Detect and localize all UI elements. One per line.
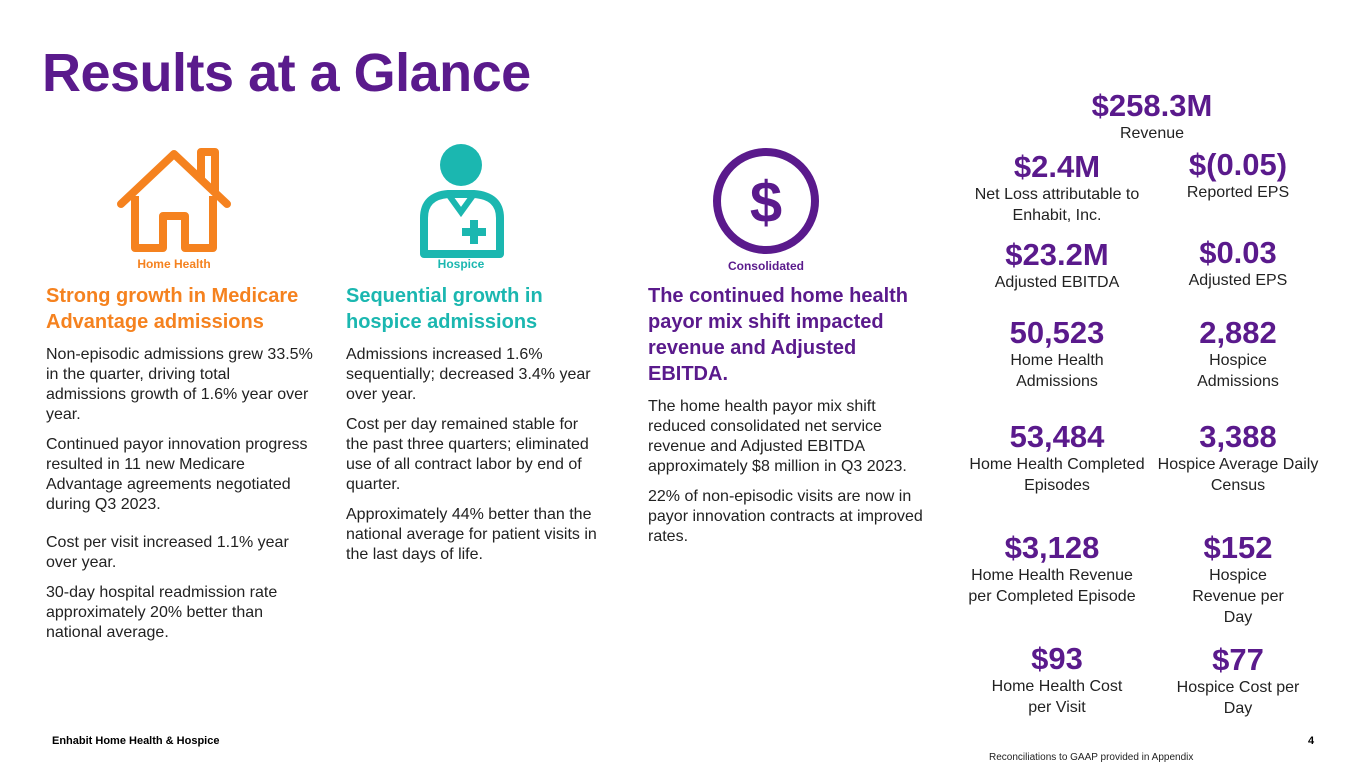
hospice-column: Sequential growth in hospice admissions … — [346, 283, 598, 575]
metric-value: $0.03 — [1199, 235, 1277, 270]
hospice-paragraph: Cost per day remained stable for the pas… — [346, 416, 589, 493]
consolidated-icon-label: Consolidated — [727, 259, 804, 273]
footer-note: Reconciliations to GAAP provided in Appe… — [989, 752, 1194, 763]
metric-label: Hospice Revenue per Day — [1192, 567, 1284, 626]
metric-reported-eps: $(0.05) Reported EPS — [1143, 148, 1333, 203]
consolidated-heading: The continued home health payor mix shif… — [648, 285, 909, 385]
metric-value: $2.4M — [1013, 149, 1101, 184]
home-health-column: Strong growth in Medicare Advantage admi… — [46, 283, 314, 653]
metric-label: Reported EPS — [1186, 184, 1290, 201]
metric-label: Adjusted EBITDA — [994, 274, 1120, 291]
page-number: 4 — [1308, 735, 1315, 747]
consolidated-paragraph: 22% of non-episodic visits are now in pa… — [648, 488, 923, 545]
dollar-icon: $ — [711, 146, 821, 256]
metric-value: $152 — [1203, 530, 1273, 565]
metric-hospice-admissions: 2,882 Hospice Admissions — [1168, 316, 1308, 392]
metric-label: Home Health Revenue per Completed Episod… — [968, 567, 1136, 605]
nurse-icon — [414, 142, 510, 258]
metric-net-loss: $2.4M Net Loss attributable to Enhabit, … — [962, 150, 1152, 226]
metric-value: 3,388 — [1199, 419, 1277, 454]
house-icon — [115, 148, 233, 254]
metric-value: 2,882 — [1199, 315, 1277, 350]
home-health-icon-label: Home Health — [137, 257, 211, 271]
hospice-icon-label: Hospice — [437, 257, 485, 271]
metric-label: Home Health Completed Episodes — [969, 456, 1145, 494]
metric-home-health-cost: $93 Home Health Cost per Visit — [982, 642, 1132, 718]
consolidated-paragraph: The home health payor mix shift reduced … — [648, 398, 907, 475]
metric-adjusted-ebitda: $23.2M Adjusted EBITDA — [962, 238, 1152, 293]
page-title: Results at a Glance — [42, 43, 531, 103]
home-health-paragraph: Cost per visit increased 1.1% year over … — [46, 534, 289, 571]
metric-value: $93 — [1031, 641, 1083, 676]
metric-value: $3,128 — [1004, 530, 1100, 565]
metric-hospice-adc: 3,388 Hospice Average Daily Census — [1143, 420, 1333, 496]
metric-value: 50,523 — [1009, 315, 1105, 350]
metric-label: Home Health Cost per Visit — [991, 678, 1123, 716]
metric-value: $(0.05) — [1188, 147, 1288, 182]
svg-text:$: $ — [750, 170, 782, 235]
home-health-heading: Strong growth in Medicare Advantage admi… — [46, 285, 299, 333]
home-health-paragraph: 30-day hospital readmission rate approxi… — [46, 584, 278, 641]
metric-home-health-revenue: $3,128 Home Health Revenue per Completed… — [967, 531, 1137, 607]
metric-label: Adjusted EPS — [1188, 272, 1288, 289]
metric-revenue: $258.3M Revenue — [1057, 89, 1247, 144]
metric-label: Revenue — [1119, 125, 1185, 142]
hospice-paragraph: Approximately 44% better than the nation… — [346, 506, 597, 563]
hospice-heading: Sequential growth in hospice admissions — [346, 285, 543, 333]
metric-value: $258.3M — [1091, 88, 1213, 123]
metric-label: Home Health Admissions — [1010, 352, 1104, 390]
metric-label: Hospice Average Daily Census — [1157, 456, 1319, 494]
home-health-paragraph: Continued payor innovation progress resu… — [46, 436, 308, 513]
home-health-paragraph: Non-episodic admissions grew 33.5% in th… — [46, 346, 313, 423]
metric-label: Hospice Admissions — [1197, 352, 1279, 390]
metric-adjusted-eps: $0.03 Adjusted EPS — [1143, 236, 1333, 291]
metric-label: Hospice Cost per Day — [1176, 679, 1300, 717]
metric-home-health-episodes: 53,484 Home Health Completed Episodes — [962, 420, 1152, 496]
metric-value: $77 — [1212, 642, 1264, 677]
metric-value: $23.2M — [1005, 237, 1109, 272]
metric-hospice-cost: $77 Hospice Cost per Day — [1168, 643, 1308, 719]
footer-company: Enhabit Home Health & Hospice — [52, 735, 220, 747]
hospice-paragraph: Admissions increased 1.6% sequentially; … — [346, 346, 591, 403]
consolidated-column: The continued home health payor mix shif… — [648, 283, 928, 557]
metric-hospice-revenue: $152 Hospice Revenue per Day — [1178, 531, 1298, 628]
metric-home-health-admissions: 50,523 Home Health Admissions — [982, 316, 1132, 392]
metric-value: 53,484 — [1009, 419, 1105, 454]
metric-label: Net Loss attributable to Enhabit, Inc. — [974, 186, 1140, 224]
